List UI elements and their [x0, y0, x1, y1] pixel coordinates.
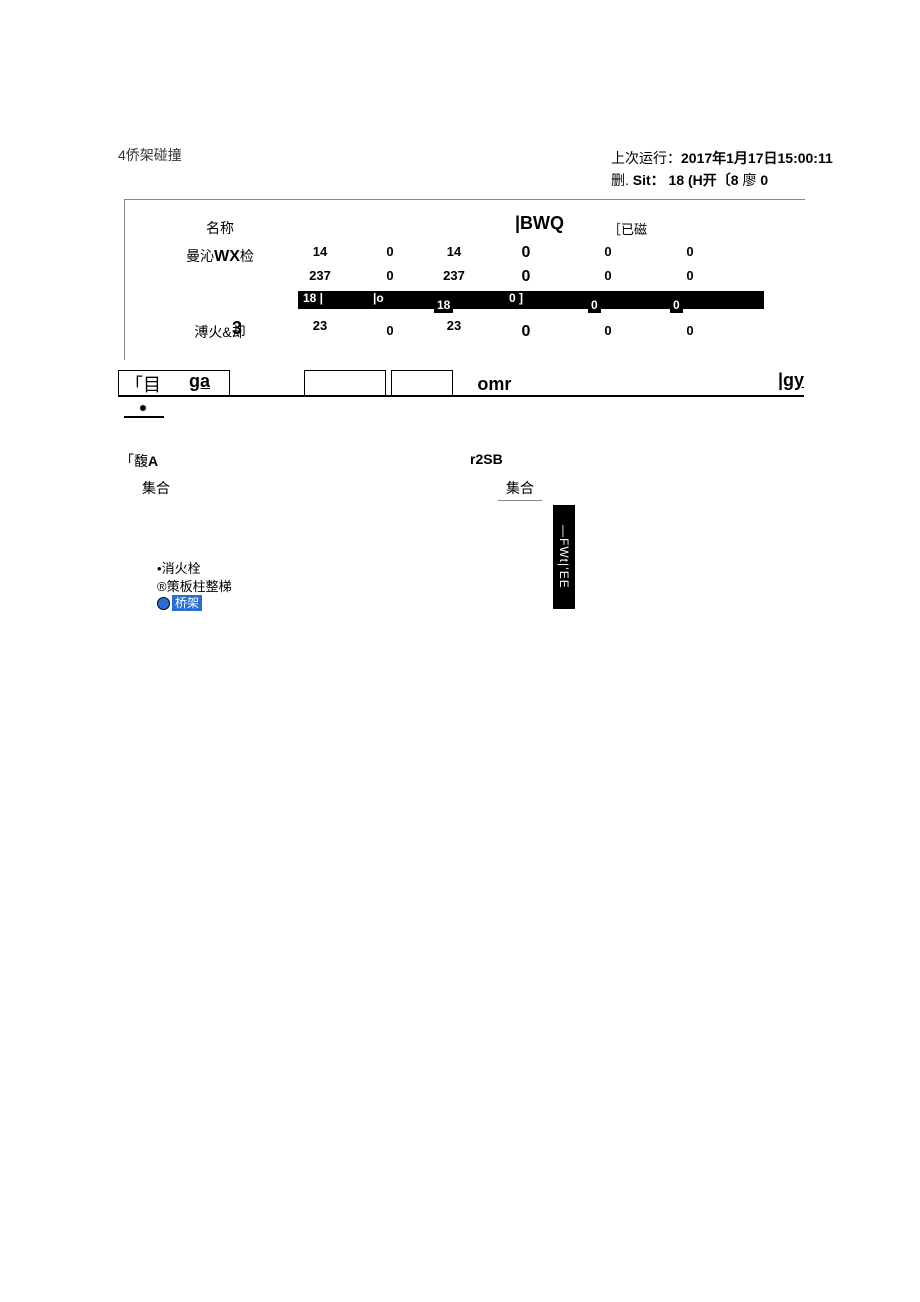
- section-a: 「馥A: [120, 451, 158, 471]
- vertical-band: —FWt|’EE: [553, 505, 575, 609]
- last-run-label: 上次运行：: [611, 150, 681, 166]
- status-e: 廖: [739, 172, 761, 188]
- set-label-2[interactable]: 集合: [498, 478, 542, 501]
- cell: 0: [588, 244, 628, 259]
- status-a: 删.: [611, 172, 633, 188]
- row-badge: 3: [232, 318, 242, 339]
- legend-item-3[interactable]: 桥架: [157, 594, 202, 611]
- cell: 14: [434, 244, 474, 259]
- set-label-1: 集合: [142, 478, 170, 498]
- section-a-bold: A: [148, 453, 158, 469]
- tab-blank1[interactable]: [304, 370, 386, 395]
- cell: 0: [506, 268, 546, 286]
- cell-selected: 0 ]: [506, 291, 526, 306]
- dot-icon: [140, 405, 146, 411]
- cell: 0: [670, 323, 710, 338]
- cell: 0: [588, 323, 628, 338]
- dot-row: [124, 398, 164, 418]
- row-label[interactable]: 溥火&却: [160, 322, 280, 342]
- cell: 0: [506, 323, 546, 341]
- status-line: 删. Sit： 18 (H开〔8 廖 0: [611, 170, 768, 190]
- row-label-pre: 曼沁: [186, 248, 214, 264]
- cell-selected: |o: [370, 291, 387, 306]
- cell: 0: [670, 268, 710, 283]
- cell-selected: 0: [670, 298, 683, 313]
- tab-gy[interactable]: |gy: [778, 370, 804, 391]
- legend-label: 消火栓: [162, 561, 201, 576]
- cell: 0: [370, 323, 410, 338]
- page-title: 4侨架碰撞: [118, 145, 182, 165]
- cell: 0: [370, 244, 410, 259]
- legend-label-highlighted: 桥架: [172, 595, 202, 611]
- status-d: 8: [731, 172, 739, 188]
- cell: 237: [434, 268, 474, 283]
- tab-ga[interactable]: 「目 ga: [118, 370, 230, 395]
- cell-selected: 18: [434, 298, 453, 313]
- row-label-wx: WX: [214, 248, 240, 265]
- last-run: 上次运行：2017年1月17日15:00:11: [611, 148, 833, 168]
- tab-ga-icon: 「目: [125, 371, 161, 397]
- tab-bar: 「目 ga omr |gy: [118, 370, 804, 397]
- cell: 0: [370, 268, 410, 283]
- legend-item-1[interactable]: •消火栓: [157, 558, 201, 577]
- blue-dot-icon: [157, 597, 170, 610]
- tab-omr[interactable]: omr: [477, 374, 511, 394]
- cell: 14: [300, 244, 340, 259]
- tab-blank2[interactable]: [391, 370, 453, 395]
- legend-item-2[interactable]: ®策板柱整梯: [157, 576, 232, 595]
- cell: 0: [670, 244, 710, 259]
- col-header-name[interactable]: 名称: [160, 218, 280, 238]
- status-f: 0: [760, 172, 768, 188]
- cell: 237: [300, 268, 340, 283]
- last-run-value: 2017年1月17日15:00:11: [681, 150, 833, 166]
- cell: 0: [588, 268, 628, 283]
- cell-selected: 18 |: [300, 291, 326, 306]
- status-c: 18 (H开〔: [665, 172, 731, 188]
- section-r: r2SB: [470, 451, 503, 467]
- row-label-post: 检: [240, 248, 254, 264]
- tab-ga-label: ga: [185, 371, 214, 392]
- cell: 0: [506, 244, 546, 262]
- cell: 23: [434, 318, 474, 333]
- row-label[interactable]: 曼沁WX检: [160, 246, 280, 266]
- selected-row-bg[interactable]: [298, 291, 764, 309]
- section-a-label: 「馥: [120, 453, 148, 469]
- col-header-bwq[interactable]: |BWQ: [515, 213, 564, 234]
- status-b: Sit：: [633, 172, 665, 188]
- legend-label: 策板柱整梯: [167, 579, 232, 594]
- page-root: 4侨架碰撞 上次运行：2017年1月17日15:00:11 删. Sit： 18…: [0, 0, 920, 1302]
- cell: 23: [300, 318, 340, 333]
- col-header-status: ［已磁: [608, 219, 647, 238]
- cell-selected: 0: [588, 298, 601, 313]
- bullet-icon: ®: [157, 579, 167, 594]
